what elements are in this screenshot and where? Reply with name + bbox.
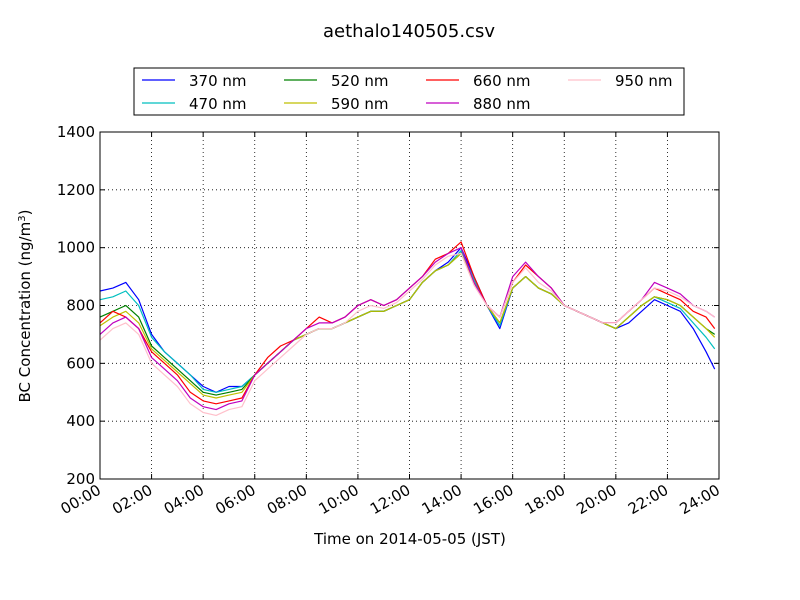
y-axis-label: BC Concentration (ng/m3)	[16, 210, 34, 403]
y-axis: 200 400 600 800 1000 1200 1400	[57, 123, 719, 488]
y-tick-label: 1400	[57, 123, 95, 141]
series-line-470-nm	[99, 250, 716, 393]
x-tick-label: 06:00	[212, 481, 258, 518]
x-tick-label: 08:00	[264, 481, 310, 518]
x-tick-label: 24:00	[677, 481, 723, 518]
x-tick-label: 22:00	[625, 481, 671, 518]
series-line-590-nm	[99, 252, 716, 399]
series-line-520-nm	[99, 252, 716, 396]
legend-label: 950 nm	[615, 72, 673, 90]
series-layer	[99, 241, 716, 416]
y-axis-label-end: )	[16, 210, 34, 216]
x-tick-label: 18:00	[522, 481, 568, 518]
x-tick-label: 20:00	[573, 481, 619, 518]
y-tick-label: 600	[66, 354, 95, 372]
legend-label: 370 nm	[189, 72, 247, 90]
series-line-370-nm	[99, 247, 716, 393]
legend-label: 470 nm	[189, 95, 247, 113]
series-line-950-nm	[99, 252, 716, 416]
legend-label: 590 nm	[331, 95, 389, 113]
legend-label: 660 nm	[473, 72, 531, 90]
legend: 370 nm 470 nm 520 nm 590 nm 660 nm 880 nm 950 …	[133, 67, 685, 116]
y-tick-label: 800	[66, 297, 95, 315]
legend-label: 880 nm	[473, 95, 531, 113]
y-tick-label: 200	[66, 470, 95, 488]
y-tick-label: 400	[66, 412, 95, 430]
x-tick-label: 14:00	[419, 481, 465, 518]
grid	[100, 132, 719, 479]
chart-title: aethalo140505.csv	[323, 21, 495, 42]
x-tick-label: 02:00	[109, 481, 155, 518]
x-tick-label: 04:00	[161, 481, 207, 518]
x-tick-label: 16:00	[470, 481, 516, 518]
y-tick-label: 1000	[57, 239, 95, 257]
legend-box	[133, 67, 685, 116]
x-tick-label: 12:00	[367, 481, 413, 518]
y-tick-label: 1200	[57, 181, 95, 199]
legend-label: 520 nm	[331, 72, 389, 90]
y-axis-label-main: BC Concentration (ng/m	[16, 222, 34, 403]
x-axis-label: Time on 2014-05-05 (JST)	[313, 530, 506, 548]
x-tick-label: 10:00	[315, 481, 361, 518]
y-axis-label-sup: 3	[17, 215, 28, 221]
